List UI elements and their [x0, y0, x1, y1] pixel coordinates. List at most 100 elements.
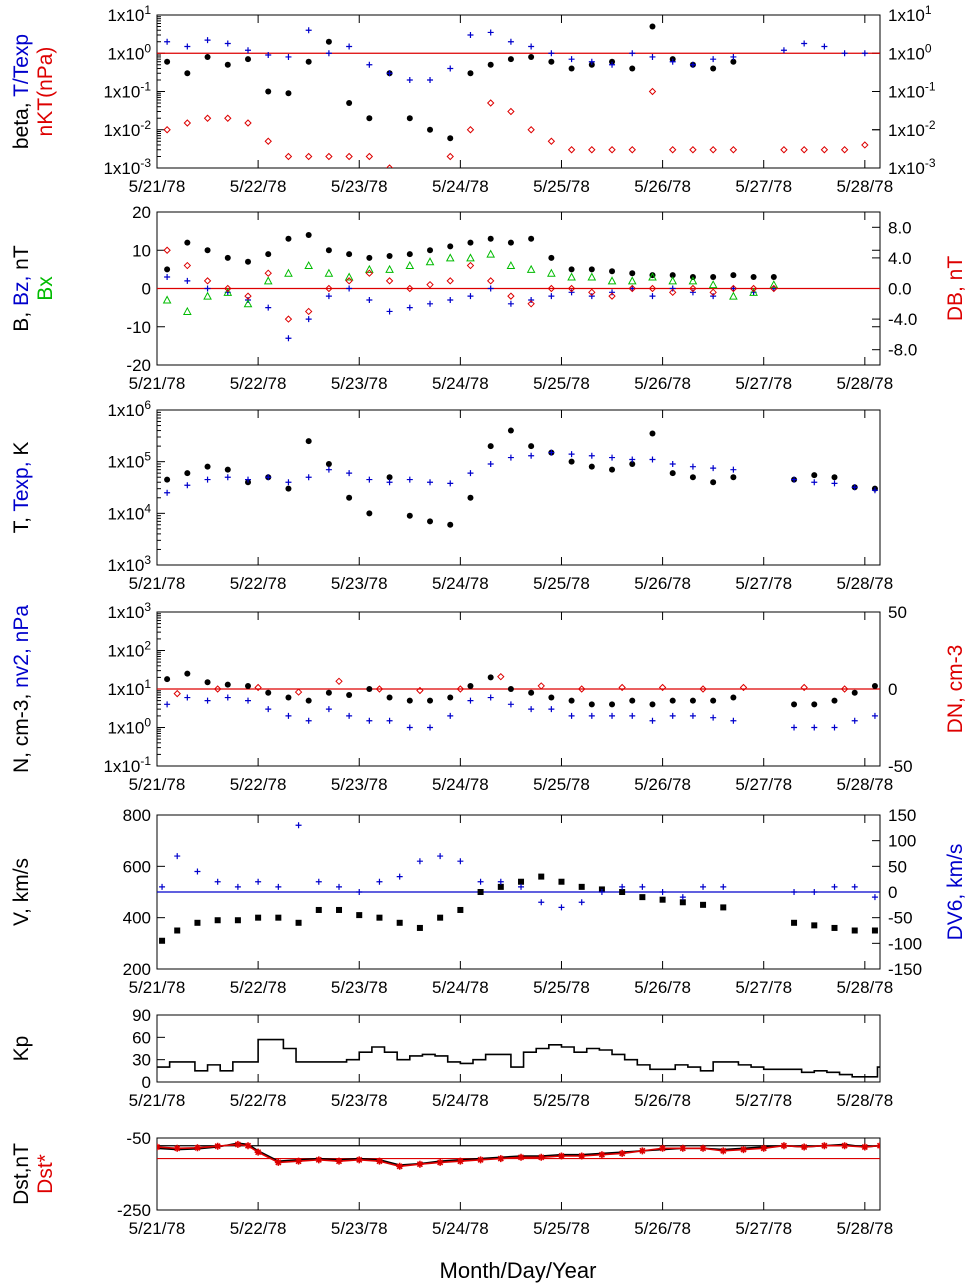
data-point [214, 878, 221, 885]
data-point [386, 252, 393, 259]
data-point [710, 274, 717, 281]
y-tick-label: 1x103 [107, 553, 151, 575]
data-point [506, 260, 516, 270]
data-point [557, 1152, 565, 1160]
data-point [588, 701, 595, 708]
data-point [366, 115, 373, 122]
y-axis-label-part: nKT(nPa) [34, 47, 57, 137]
data-point [820, 1142, 828, 1150]
data-point [426, 280, 434, 289]
data-point [416, 858, 423, 865]
data-point [416, 1160, 424, 1168]
data-point [851, 689, 858, 696]
data-point [386, 694, 393, 701]
x-axis-title: Month/Day/Year [440, 1258, 597, 1283]
data-point [791, 701, 798, 708]
data-point [648, 284, 657, 293]
x-tick-label: 5/24/78 [432, 775, 489, 794]
panel-density: 1x10-1 1x100 1x101 1x102 1x103 -50 0 50 5/21/78 5… [10, 600, 967, 794]
data-point [446, 152, 454, 161]
data-point [386, 70, 393, 77]
data-point [295, 822, 302, 829]
data-point [467, 293, 474, 300]
data-point [427, 697, 434, 704]
data-point [265, 88, 272, 95]
data-point [173, 689, 181, 698]
y-axis-label-part: nT [10, 245, 33, 270]
data-point [265, 52, 272, 59]
y-tick-label: 1x106 [107, 398, 151, 420]
data-point [182, 306, 192, 315]
y2-tick-label: 1x100 [888, 41, 932, 63]
y-tick-label: 1x100 [107, 716, 151, 738]
data-point [365, 264, 374, 273]
data-point [254, 1148, 262, 1156]
data-point [405, 260, 415, 270]
data-point [548, 293, 555, 300]
data-point [507, 686, 514, 692]
data-point [305, 231, 312, 238]
data-point [346, 494, 353, 501]
series-layer [164, 670, 878, 731]
data-point [648, 272, 657, 281]
data-point [164, 476, 171, 483]
data-point [831, 924, 838, 931]
data-point [224, 114, 232, 122]
data-point [548, 449, 555, 456]
data-point [346, 712, 353, 719]
data-point [710, 479, 717, 486]
data-point [386, 479, 393, 486]
data-point [164, 676, 171, 683]
y-tick-label: 1x10-1 [103, 80, 151, 102]
data-point [445, 253, 455, 262]
data-point [791, 724, 798, 731]
data-point [700, 901, 707, 908]
data-point [760, 1144, 768, 1152]
x-tick-label: 5/21/78 [129, 1219, 186, 1238]
y2-tick-label: 4.0 [888, 249, 912, 268]
series-layer [159, 822, 878, 944]
data-point [365, 269, 374, 277]
x-tick-label: 5/25/78 [533, 1219, 590, 1238]
data-point [609, 61, 616, 68]
x-tick-label: 5/26/78 [634, 177, 691, 196]
y2-tick-label: 0 [888, 883, 897, 902]
data-point [325, 247, 332, 254]
data-point [315, 906, 322, 913]
data-point [588, 712, 595, 719]
data-point [365, 152, 374, 161]
data-point [467, 682, 474, 689]
data-point [203, 114, 212, 122]
data-point [487, 285, 494, 292]
data-point [325, 466, 332, 473]
data-point [710, 56, 717, 63]
data-point [486, 249, 496, 258]
y-axis-label: N, cm-3, nv2, nPa [10, 605, 33, 773]
data-point [204, 247, 211, 254]
data-point [159, 883, 166, 890]
data-point [840, 685, 849, 693]
x-tick-label: 5/23/78 [331, 1091, 388, 1110]
y-axis-label-part: Texp, [10, 456, 33, 512]
data-point [668, 276, 678, 285]
data-point [294, 688, 303, 696]
data-point [831, 474, 838, 481]
series-layer [163, 23, 869, 168]
data-point [507, 56, 514, 63]
data-point [265, 304, 272, 311]
data-point [598, 889, 605, 895]
data-point [699, 685, 707, 693]
data-point [669, 712, 676, 719]
y-axis-label-part: beta, [10, 97, 33, 149]
data-point [466, 126, 475, 134]
x-tick-label: 5/25/78 [533, 775, 590, 794]
data-point [629, 712, 636, 719]
data-point [335, 677, 343, 686]
data-point [710, 714, 717, 721]
y2-tick-label: 50 [888, 857, 907, 876]
y-tick-label: 1x10-2 [103, 118, 151, 140]
data-point [346, 470, 353, 477]
data-point [234, 1140, 242, 1148]
x-tick-label: 5/27/78 [735, 374, 792, 393]
data-point [729, 284, 738, 293]
